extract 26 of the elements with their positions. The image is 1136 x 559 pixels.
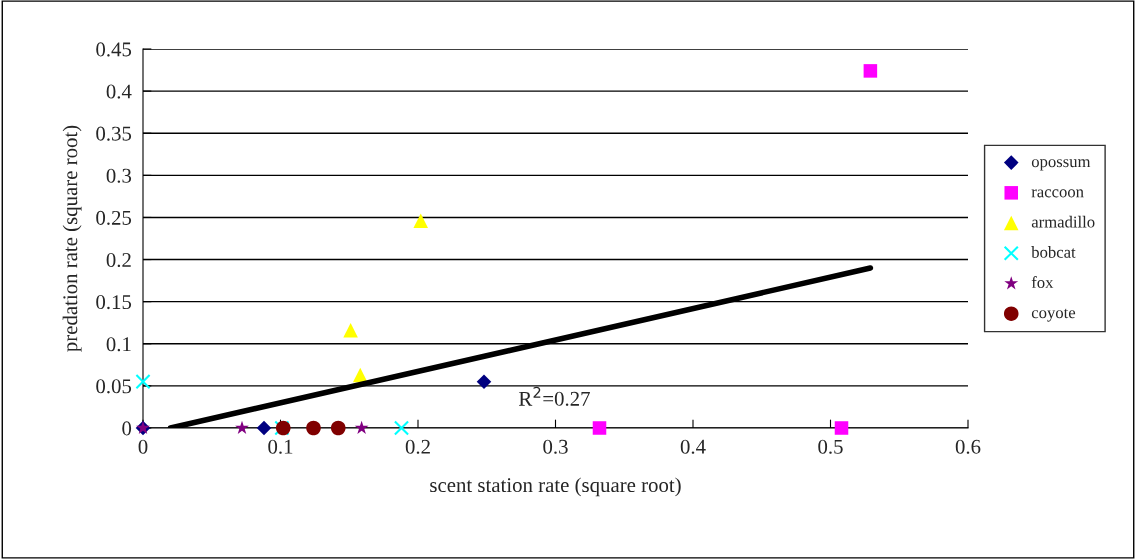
legend-label: armadillo <box>1031 215 1095 228</box>
y-tick-label: 0.45 <box>96 42 132 57</box>
y-tick-label: 0.3 <box>106 168 132 183</box>
y-axis-title: predation rate (square root) <box>62 125 82 352</box>
y-tick-label: 0.2 <box>106 252 131 268</box>
x-tick-label: 0 <box>138 439 148 454</box>
x-tick-label: 0.3 <box>543 439 568 454</box>
legend-label: raccoon <box>1031 189 1084 198</box>
legend-label: opossum <box>1031 159 1091 171</box>
y-tick-label: 0.25 <box>96 210 132 225</box>
legend-label: coyote <box>1031 308 1076 322</box>
x-tick-label: 0.1 <box>268 439 293 454</box>
legend-label: fox <box>1031 276 1054 289</box>
x-tick-label: 0.6 <box>955 439 981 454</box>
y-tick-label: 0 <box>122 421 132 436</box>
annotation: R$^{2}$=0.27 <box>518 386 590 406</box>
x-tick-label: 0.5 <box>818 439 843 454</box>
y-tick-label: 0.35 <box>96 126 132 141</box>
y-tick-label: 0.4 <box>106 84 132 99</box>
x-axis-title: scent station rate (square root) <box>430 477 681 497</box>
y-tick-label: 0.1 <box>106 337 131 352</box>
x-tick-label: 0.4 <box>680 439 706 454</box>
y-tick-label: 0.05 <box>96 379 132 394</box>
y-tick-label: 0.15 <box>96 295 132 310</box>
legend-label: bobcat <box>1031 246 1076 258</box>
x-tick-label: 0.2 <box>405 439 430 454</box>
